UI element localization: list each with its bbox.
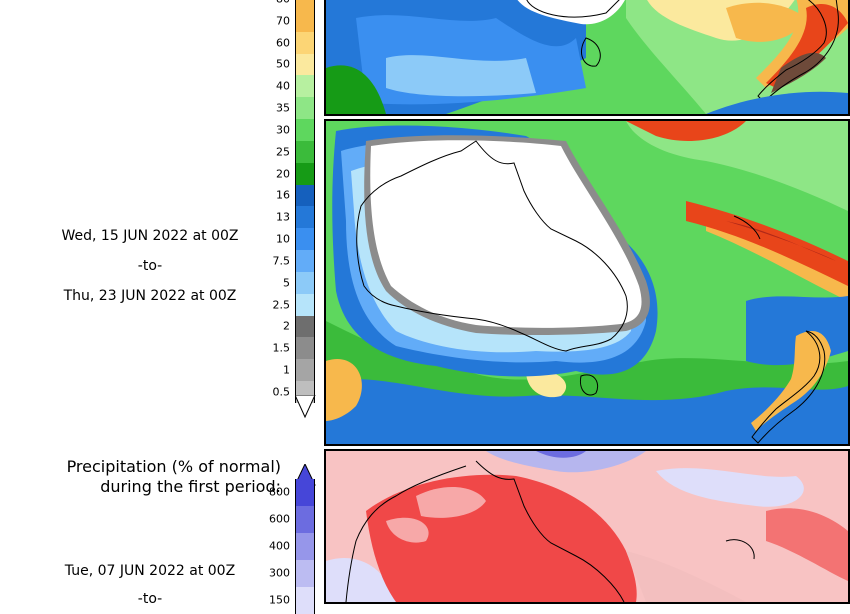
colorbar-tick-label: 25 <box>276 145 290 159</box>
panel3-heading: Precipitation (% of normal) during the f… <box>0 457 281 497</box>
colorbar-segment <box>295 97 315 120</box>
colorbar-segment <box>295 293 315 316</box>
panel2-date-end: Thu, 23 JUN 2022 at 00Z <box>63 288 237 304</box>
percent-colorbar-segment <box>295 505 315 533</box>
colorbar-segment <box>295 359 315 382</box>
colorbar-segment <box>295 53 315 76</box>
colorbar-segment <box>295 0 315 10</box>
colorbar-segment <box>295 184 315 207</box>
colorbar-segment <box>295 228 315 251</box>
colorbar-segment <box>295 315 315 338</box>
panel3-date-start: Tue, 07 JUN 2022 at 00Z <box>64 563 236 579</box>
colorbar-arrow-down-icon <box>295 395 316 419</box>
panel3-heading-line1: Precipitation (% of normal) <box>66 457 281 476</box>
colorbar-tick-label: 0.5 <box>272 385 291 399</box>
colorbar-segment <box>295 162 315 185</box>
colorbar-tick-label: 1 <box>283 363 290 377</box>
panel2-date-separator: -to- <box>137 258 163 274</box>
colorbar-tick-label: 7.5 <box>272 254 291 268</box>
percent-colorbar-tick-label: 800 <box>269 485 290 499</box>
colorbar-tick-label: 16 <box>276 188 290 202</box>
colorbar-tick-label: 40 <box>276 79 290 93</box>
percent-colorbar-tick-label: 400 <box>269 539 290 553</box>
colorbar-tick-label: 2.5 <box>272 298 291 312</box>
colorbar-segment <box>295 75 315 98</box>
colorbar-segment <box>295 31 315 54</box>
precipitation-map-middle <box>326 121 848 444</box>
colorbar-tick-label: 70 <box>276 14 290 28</box>
colorbar-segment <box>295 250 315 272</box>
panel3-heading-line2: during the first period: <box>100 477 281 496</box>
colorbar-tick-label: 60 <box>276 36 290 50</box>
colorbar-tick-label: 10 <box>276 232 290 246</box>
percent-colorbar-tick-label: 600 <box>269 512 290 526</box>
map-panel-middle <box>324 119 850 446</box>
precipitation-map-top <box>326 0 848 114</box>
colorbar-tick-label: 20 <box>276 167 290 181</box>
map-panel-bottom <box>324 449 850 604</box>
colorbar-segment <box>295 9 315 32</box>
colorbar-tick-label: 5 <box>283 276 290 290</box>
colorbar-segment <box>295 140 315 163</box>
colorbar-segment <box>295 271 315 294</box>
colorbar-tick-label: 1.5 <box>272 341 291 355</box>
percent-colorbar-tick-label: 300 <box>269 566 290 580</box>
percent-colorbar-segment <box>295 478 315 506</box>
colorbar-tick-label: 13 <box>276 210 290 224</box>
colorbar-tick-label: 2 <box>283 319 290 333</box>
map-panel-top <box>324 0 850 116</box>
colorbar-segment <box>295 337 315 360</box>
panel2-date-start: Wed, 15 JUN 2022 at 00Z <box>61 228 239 244</box>
percent-colorbar-segment <box>295 532 315 560</box>
colorbar-tick-label: 35 <box>276 101 290 115</box>
percent-normal-map <box>326 451 848 602</box>
colorbar-segment <box>295 119 315 141</box>
colorbar-tick-label: 50 <box>276 57 290 71</box>
colorbar-tick-label: 30 <box>276 123 290 137</box>
colorbar-segment <box>295 206 315 229</box>
panel3-date-separator: -to- <box>137 591 163 607</box>
percent-colorbar-segment <box>295 559 315 587</box>
colorbar-tick-label: 80 <box>256 0 290 6</box>
